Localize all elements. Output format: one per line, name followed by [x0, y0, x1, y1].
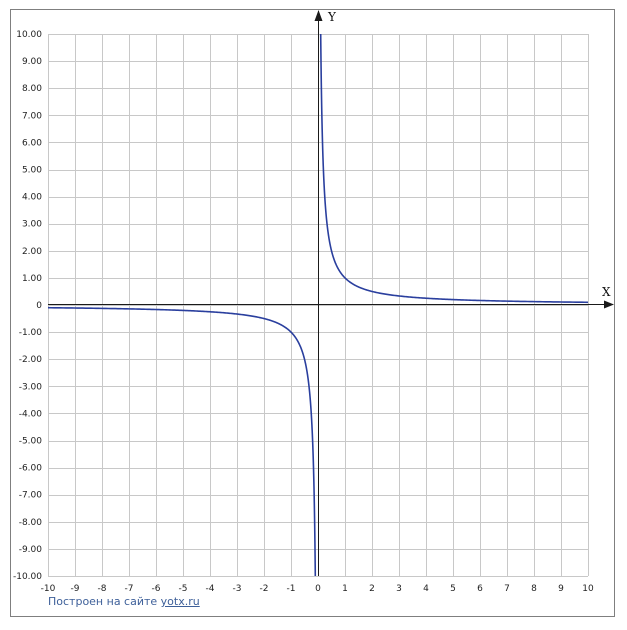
- y-tick-label: 9.00: [22, 57, 42, 67]
- x-tick-label: 0: [315, 584, 321, 594]
- x-tick-label: 1: [342, 584, 348, 594]
- x-tick-label: -4: [206, 584, 215, 594]
- x-tick-label: 3: [396, 584, 402, 594]
- credit-link[interactable]: yotx.ru: [160, 595, 200, 608]
- y-axis-label: Y: [327, 10, 337, 24]
- y-tick-label: -7.00: [19, 491, 43, 501]
- x-tick-label: -2: [260, 584, 269, 594]
- y-tick-label: -1.00: [19, 328, 43, 338]
- x-tick-label: -5: [179, 584, 188, 594]
- y-tick-label: -4.00: [19, 409, 43, 419]
- y-tick-label: 4.00: [22, 193, 42, 203]
- x-tick-label: -7: [125, 584, 134, 594]
- x-tick-label: 10: [582, 584, 594, 594]
- x-axis-arrow: [604, 300, 614, 309]
- y-tick-label: -9.00: [19, 545, 43, 555]
- curve-branch-negative: [47, 306, 317, 577]
- y-tick-label: -6.00: [19, 464, 43, 474]
- x-tick-label: -8: [98, 584, 107, 594]
- y-tick-label: 5.00: [22, 166, 42, 176]
- x-tick-label: -3: [233, 584, 242, 594]
- x-tick-label: -1: [287, 584, 296, 594]
- y-tick-labels: 10.00 9.00 8.00 7.00 6.00 5.00 4.00 3.00 2.00 1.0…: [13, 30, 42, 582]
- y-tick-label: 10.00: [16, 30, 42, 40]
- curve-branch-positive: [319, 33, 589, 304]
- credit-text: Построен на сайте: [48, 595, 158, 608]
- x-tick-label: -9: [71, 584, 80, 594]
- x-tick-label: 6: [477, 584, 483, 594]
- x-tick-label: 8: [531, 584, 537, 594]
- axes: [48, 10, 614, 576]
- y-tick-label: -3.00: [19, 382, 43, 392]
- y-tick-label: 2.00: [22, 247, 42, 257]
- y-tick-label: 1.00: [22, 274, 42, 284]
- x-tick-label: 2: [369, 584, 375, 594]
- x-tick-label: 5: [450, 584, 456, 594]
- x-axis-label: X: [602, 285, 611, 299]
- x-tick-labels: -10 -9 -8 -7 -6 -5 -4 -3 -2 -1 0 1 2 3 4 5 6 7 8 9 10: [41, 584, 594, 594]
- y-tick-label: 7.00: [22, 111, 42, 121]
- x-tick-label: 7: [504, 584, 510, 594]
- y-tick-label: 8.00: [22, 84, 42, 94]
- x-tick-label: -10: [41, 584, 56, 594]
- credit-line: Построен на сайте yotx.ru: [48, 595, 200, 608]
- y-tick-label: -5.00: [19, 437, 43, 447]
- x-tick-label: 4: [423, 584, 429, 594]
- y-tick-label: 0: [36, 301, 42, 311]
- y-tick-label: -8.00: [19, 518, 43, 528]
- y-tick-label: -10.00: [13, 572, 42, 582]
- x-tick-label: 9: [558, 584, 564, 594]
- y-tick-label: 6.00: [22, 138, 42, 148]
- chart-frame: [10, 9, 615, 617]
- y-axis-arrow: [314, 10, 323, 21]
- y-tick-label: -2.00: [19, 355, 43, 365]
- curve-series: [47, 33, 589, 577]
- y-tick-label: 3.00: [22, 220, 42, 230]
- x-tick-label: -6: [152, 584, 161, 594]
